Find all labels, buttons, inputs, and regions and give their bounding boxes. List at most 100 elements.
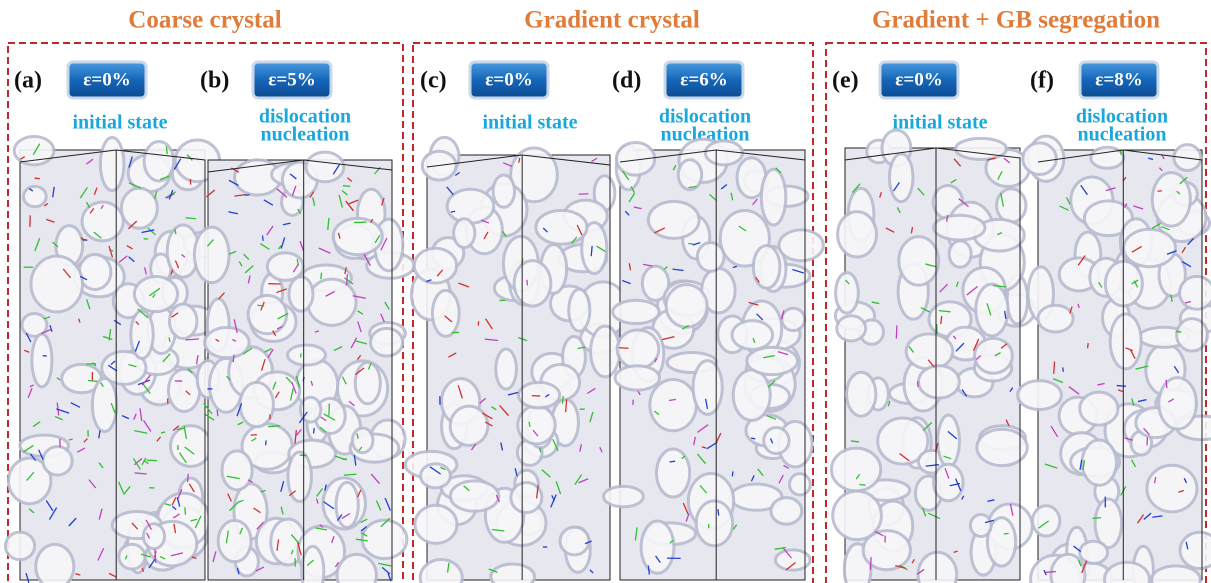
grain	[34, 542, 76, 583]
dislocation	[346, 177, 353, 182]
dislocation	[108, 328, 112, 341]
dislocation	[1116, 384, 1127, 387]
dislocation	[1176, 190, 1181, 195]
dislocation	[68, 438, 73, 441]
grain	[691, 359, 724, 416]
panel-label: (c)	[420, 68, 447, 94]
dislocation	[491, 406, 497, 411]
grain	[1122, 227, 1178, 269]
dislocation	[315, 498, 319, 504]
dislocation	[528, 421, 531, 427]
dislocation	[775, 167, 782, 174]
dislocation	[1166, 250, 1177, 255]
dislocation	[550, 494, 557, 508]
dislocation	[97, 547, 105, 561]
dislocation	[176, 488, 183, 501]
grain	[369, 326, 405, 358]
strain-value: ε=0%	[83, 69, 130, 90]
dislocation	[634, 527, 638, 541]
grain	[350, 426, 375, 455]
grain	[614, 141, 657, 177]
dislocation	[108, 245, 114, 258]
dislocation	[124, 555, 128, 560]
dislocation	[1130, 350, 1136, 360]
dislocation	[123, 485, 131, 496]
dislocation	[134, 457, 143, 466]
dislocation	[320, 416, 327, 422]
grain	[558, 525, 591, 557]
dislocation	[242, 347, 253, 355]
dislocation	[483, 231, 489, 240]
dislocation	[630, 186, 636, 193]
dislocation	[1135, 365, 1149, 370]
dislocation	[171, 505, 177, 511]
grain	[238, 380, 275, 429]
grain	[286, 450, 313, 504]
dislocation	[538, 447, 542, 453]
dislocation	[1157, 190, 1162, 192]
grain	[452, 217, 477, 250]
dislocation	[216, 409, 219, 417]
dislocation	[234, 194, 246, 197]
dislocation	[1136, 514, 1145, 524]
dislocation	[1105, 187, 1116, 192]
dislocation	[561, 395, 564, 404]
dislocation	[532, 429, 539, 437]
dislocation	[181, 253, 186, 258]
grain	[1021, 141, 1058, 176]
strain-value: ε=6%	[680, 69, 727, 90]
dislocation	[229, 501, 240, 512]
dislocation	[987, 157, 996, 161]
dislocation	[358, 446, 363, 451]
grain	[664, 283, 709, 329]
dislocation	[45, 500, 54, 512]
dislocation	[1000, 192, 1005, 207]
grain	[703, 139, 745, 167]
dislocation	[306, 559, 314, 566]
dislocation	[1143, 427, 1150, 436]
dislocation	[85, 158, 94, 165]
dislocation	[352, 295, 366, 299]
grain	[777, 228, 825, 263]
dislocation	[85, 201, 91, 209]
dislocation	[79, 187, 88, 199]
dislocation	[938, 309, 951, 313]
dislocation	[110, 360, 116, 366]
dislocation	[1158, 167, 1163, 172]
dislocation	[1181, 246, 1187, 254]
dislocation	[672, 164, 677, 171]
dislocation	[342, 185, 351, 188]
dislocation	[874, 530, 884, 537]
dislocation	[319, 426, 327, 433]
dislocation	[1181, 260, 1192, 268]
dislocation	[186, 154, 193, 161]
dislocation	[232, 338, 237, 342]
dislocation	[1065, 197, 1071, 205]
grain	[932, 213, 987, 242]
grain	[580, 221, 609, 276]
dislocation	[159, 175, 170, 181]
dislocation	[156, 436, 162, 442]
grain	[1080, 438, 1118, 487]
dislocation	[647, 565, 650, 575]
dislocation	[154, 190, 158, 200]
dislocation	[479, 397, 487, 404]
dislocation	[54, 415, 63, 421]
dislocation	[1059, 205, 1070, 211]
dislocation	[1178, 489, 1185, 493]
panel-caption: dislocation	[259, 106, 351, 128]
dislocation	[916, 568, 925, 575]
dislocation	[261, 235, 264, 241]
dislocation	[296, 258, 300, 266]
dislocation	[113, 319, 122, 326]
dislocation	[750, 437, 756, 440]
dislocation	[135, 320, 140, 326]
grain	[516, 404, 557, 446]
dislocation	[693, 436, 697, 446]
grain	[298, 395, 323, 424]
grain	[509, 480, 544, 515]
dislocation	[172, 425, 180, 432]
dislocation	[355, 367, 365, 376]
dislocation	[552, 438, 559, 452]
